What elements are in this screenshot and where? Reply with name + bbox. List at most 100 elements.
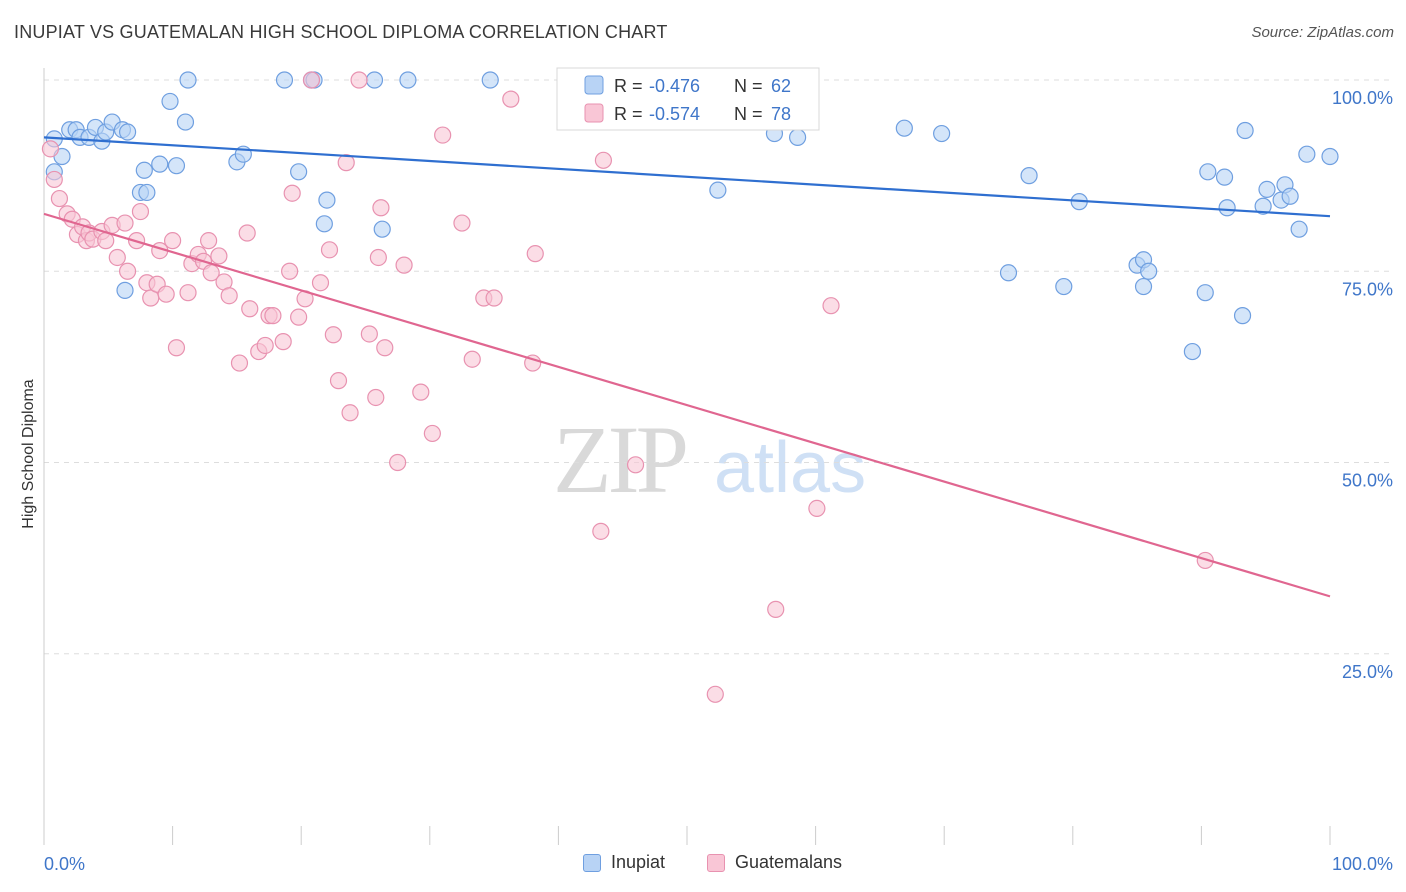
point-inupiat [167, 157, 186, 175]
point-guatemalans [395, 256, 413, 274]
point-guatemalans [167, 339, 186, 357]
point-guatemalans [230, 354, 249, 372]
point-inupiat [1233, 307, 1252, 325]
point-guatemalans [220, 287, 238, 305]
point-guatemalans [108, 248, 126, 267]
point-guatemalans [241, 300, 259, 318]
point-guatemalans [337, 154, 355, 172]
point-inupiat [1215, 168, 1234, 186]
y-tick-label: 25.0% [1342, 662, 1393, 682]
point-guatemalans [116, 214, 134, 232]
point-inupiat [161, 92, 179, 111]
point-guatemalans [302, 71, 321, 89]
point-inupiat [275, 71, 294, 89]
point-guatemalans [238, 224, 256, 242]
point-guatemalans [376, 339, 394, 357]
stats-legend-n-label-inupiat: N = [734, 76, 763, 96]
point-guatemalans [369, 248, 387, 267]
data-points [41, 71, 1339, 703]
legend-label-guatemalans: Guatemalans [735, 852, 843, 872]
bottom-legend: Inupiat Guatemalans [0, 852, 1406, 878]
y-tick-label: 100.0% [1332, 88, 1393, 108]
stats-legend: R = -0.476 N = 62 R = -0.574 N = 78 [556, 67, 820, 131]
point-guatemalans [767, 600, 785, 618]
point-inupiat [1218, 199, 1236, 217]
trend-line-guatemalans [43, 212, 1331, 598]
tick-labels: 25.0% 50.0% 75.0% 100.0% 0.0% 100.0% [44, 88, 1393, 874]
point-inupiat [118, 123, 137, 141]
point-guatemalans [594, 151, 613, 169]
point-guatemalans [45, 170, 63, 189]
point-inupiat [1055, 277, 1073, 296]
point-guatemalans [423, 424, 441, 443]
source-label: Source: ZipAtlas.com [1251, 24, 1394, 41]
point-guatemalans [526, 245, 544, 263]
point-guatemalans [822, 297, 840, 315]
stats-legend-r-label-guatemalans: R = [614, 104, 643, 124]
stats-legend-swatch-guatemalans [584, 103, 604, 123]
point-guatemalans [97, 232, 115, 250]
point-guatemalans [157, 285, 175, 303]
point-guatemalans [463, 350, 481, 368]
x-tick-label: 100.0% [1332, 854, 1393, 874]
x-tick-label: 0.0% [44, 854, 85, 874]
legend-item-guatemalans[interactable]: Guatemalans [707, 852, 842, 873]
point-inupiat [709, 181, 727, 199]
point-inupiat [1290, 220, 1308, 238]
point-inupiat [1258, 180, 1276, 198]
point-inupiat [365, 71, 384, 89]
axes [43, 68, 1331, 845]
stats-legend-n-label-guatemalans: N = [734, 104, 763, 124]
point-inupiat [135, 161, 153, 179]
point-guatemalans [256, 336, 274, 355]
stats-legend-n-value-inupiat: 62 [771, 76, 791, 96]
stats-legend-r-label-inupiat: R = [614, 76, 643, 96]
legend-swatch-inupiat [583, 853, 601, 872]
point-guatemalans [210, 247, 228, 265]
point-guatemalans [179, 284, 197, 302]
point-inupiat [1020, 167, 1038, 185]
point-inupiat [933, 124, 951, 143]
point-guatemalans [502, 90, 520, 108]
y-tick-label: 75.0% [1342, 279, 1393, 299]
point-guatemalans [131, 202, 150, 221]
point-guatemalans [350, 71, 368, 89]
y-axis-label: High School Diploma [20, 379, 37, 529]
watermark-zip: ZIP [553, 406, 686, 513]
point-inupiat [116, 281, 134, 299]
grid-lines [44, 79, 1392, 655]
point-guatemalans [626, 456, 645, 474]
stats-legend-n-value-guatemalans: 78 [771, 104, 791, 124]
point-guatemalans [412, 383, 430, 401]
point-inupiat [1183, 342, 1201, 361]
point-guatemalans [264, 307, 282, 325]
point-guatemalans [164, 232, 182, 250]
point-inupiat [1199, 163, 1217, 181]
point-inupiat [290, 163, 308, 181]
point-guatemalans [706, 685, 724, 703]
watermark-atlas: atlas [714, 428, 866, 508]
point-guatemalans [320, 241, 339, 259]
legend-label-inupiat: Inupiat [611, 852, 666, 872]
point-guatemalans [200, 232, 218, 250]
point-guatemalans [202, 264, 220, 282]
point-guatemalans [281, 262, 299, 280]
point-inupiat [1236, 121, 1254, 140]
point-guatemalans [274, 333, 292, 351]
point-guatemalans [50, 189, 69, 208]
point-inupiat [1298, 145, 1316, 163]
point-guatemalans [311, 274, 330, 292]
point-inupiat [315, 215, 333, 233]
stats-legend-swatch-inupiat [584, 75, 604, 95]
trend-line-inupiat [43, 136, 1331, 218]
point-guatemalans [290, 308, 308, 326]
point-inupiat [176, 113, 195, 131]
point-guatemalans [341, 404, 359, 422]
point-guatemalans [808, 499, 826, 517]
point-inupiat [481, 71, 499, 89]
point-guatemalans [329, 372, 348, 390]
legend-item-inupiat[interactable]: Inupiat [583, 852, 665, 873]
point-guatemalans [434, 126, 452, 144]
point-inupiat [1134, 277, 1153, 296]
